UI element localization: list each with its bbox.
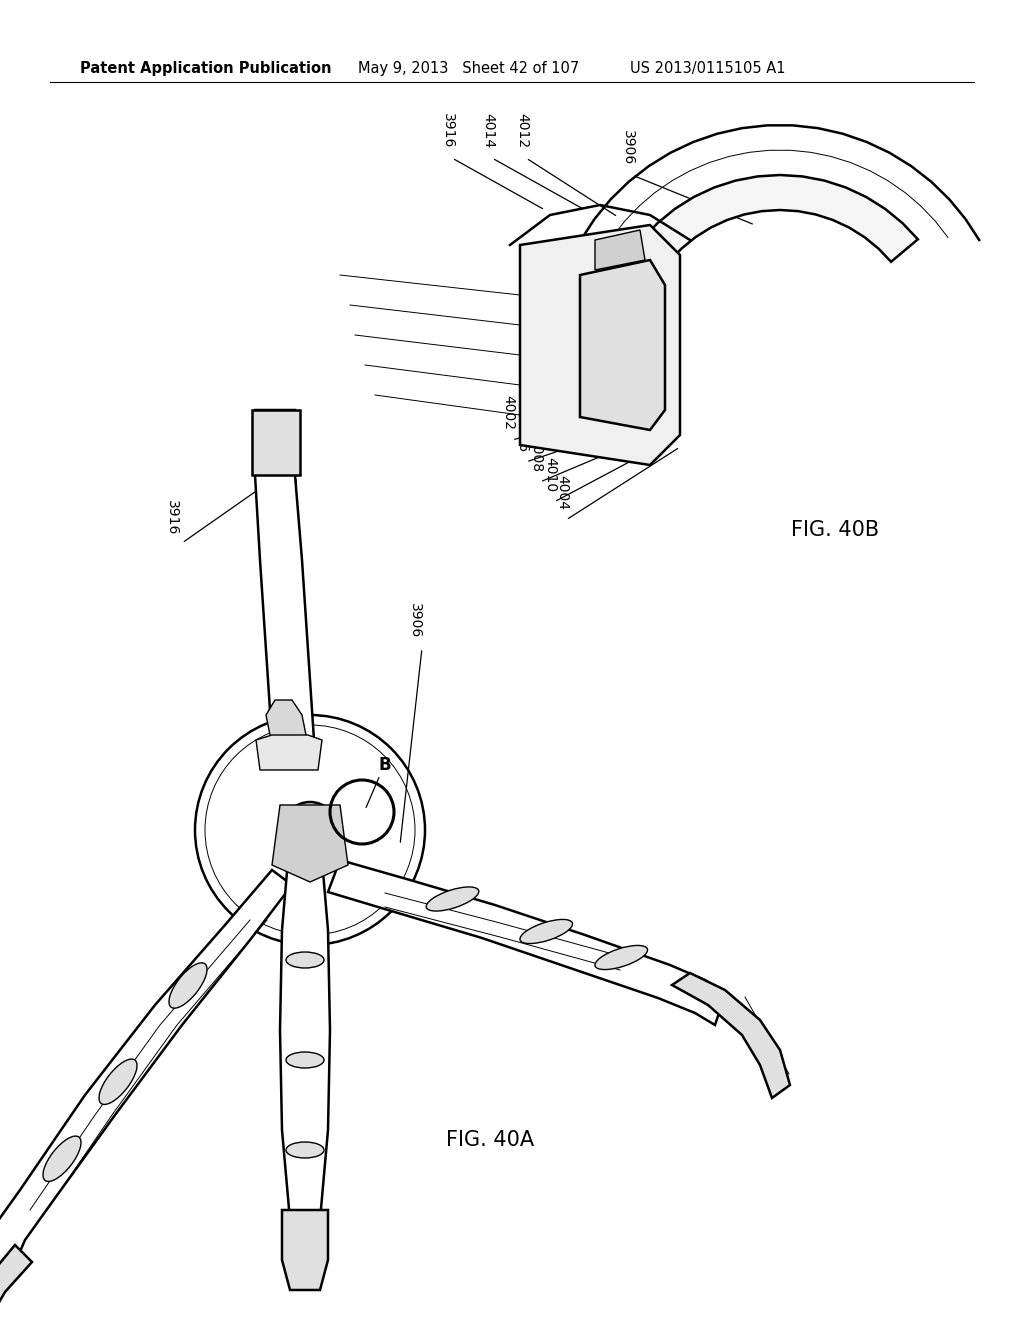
- Text: May 9, 2013   Sheet 42 of 107: May 9, 2013 Sheet 42 of 107: [358, 61, 580, 75]
- Polygon shape: [328, 861, 725, 1026]
- Text: FIG. 40B: FIG. 40B: [791, 520, 879, 540]
- Ellipse shape: [286, 1052, 324, 1068]
- Polygon shape: [255, 411, 314, 741]
- Polygon shape: [252, 411, 300, 475]
- Text: 4004: 4004: [555, 475, 569, 510]
- Text: 4014: 4014: [481, 114, 495, 148]
- Ellipse shape: [520, 920, 572, 944]
- Polygon shape: [266, 700, 308, 744]
- Text: 3916: 3916: [165, 500, 179, 535]
- Text: 4008: 4008: [529, 437, 543, 473]
- Polygon shape: [520, 224, 680, 465]
- Polygon shape: [272, 805, 348, 882]
- Polygon shape: [280, 861, 330, 1220]
- Ellipse shape: [99, 1059, 137, 1105]
- Polygon shape: [580, 260, 665, 430]
- Text: 4002: 4002: [501, 395, 515, 430]
- Polygon shape: [256, 735, 322, 770]
- Text: US 2013/0115105 A1: US 2013/0115105 A1: [630, 61, 785, 75]
- Text: 3906: 3906: [408, 603, 422, 638]
- Ellipse shape: [286, 952, 324, 968]
- Ellipse shape: [43, 1137, 81, 1181]
- Ellipse shape: [595, 945, 647, 970]
- Text: FIG. 40A: FIG. 40A: [445, 1130, 535, 1150]
- Circle shape: [282, 803, 338, 858]
- Polygon shape: [282, 1210, 328, 1290]
- Text: 4012: 4012: [515, 114, 529, 148]
- Text: 3906: 3906: [621, 129, 635, 165]
- Text: 4010: 4010: [543, 457, 557, 492]
- Text: 4006: 4006: [515, 417, 529, 451]
- Ellipse shape: [169, 962, 207, 1008]
- Polygon shape: [0, 870, 292, 1275]
- Polygon shape: [0, 1245, 32, 1320]
- Text: 3916: 3916: [441, 112, 455, 148]
- Polygon shape: [595, 230, 645, 271]
- Circle shape: [195, 715, 425, 945]
- Text: B: B: [379, 756, 391, 774]
- Circle shape: [205, 725, 415, 935]
- Text: Patent Application Publication: Patent Application Publication: [80, 61, 332, 75]
- Polygon shape: [642, 176, 918, 261]
- Polygon shape: [672, 973, 790, 1098]
- Ellipse shape: [426, 887, 479, 911]
- Ellipse shape: [286, 1142, 324, 1158]
